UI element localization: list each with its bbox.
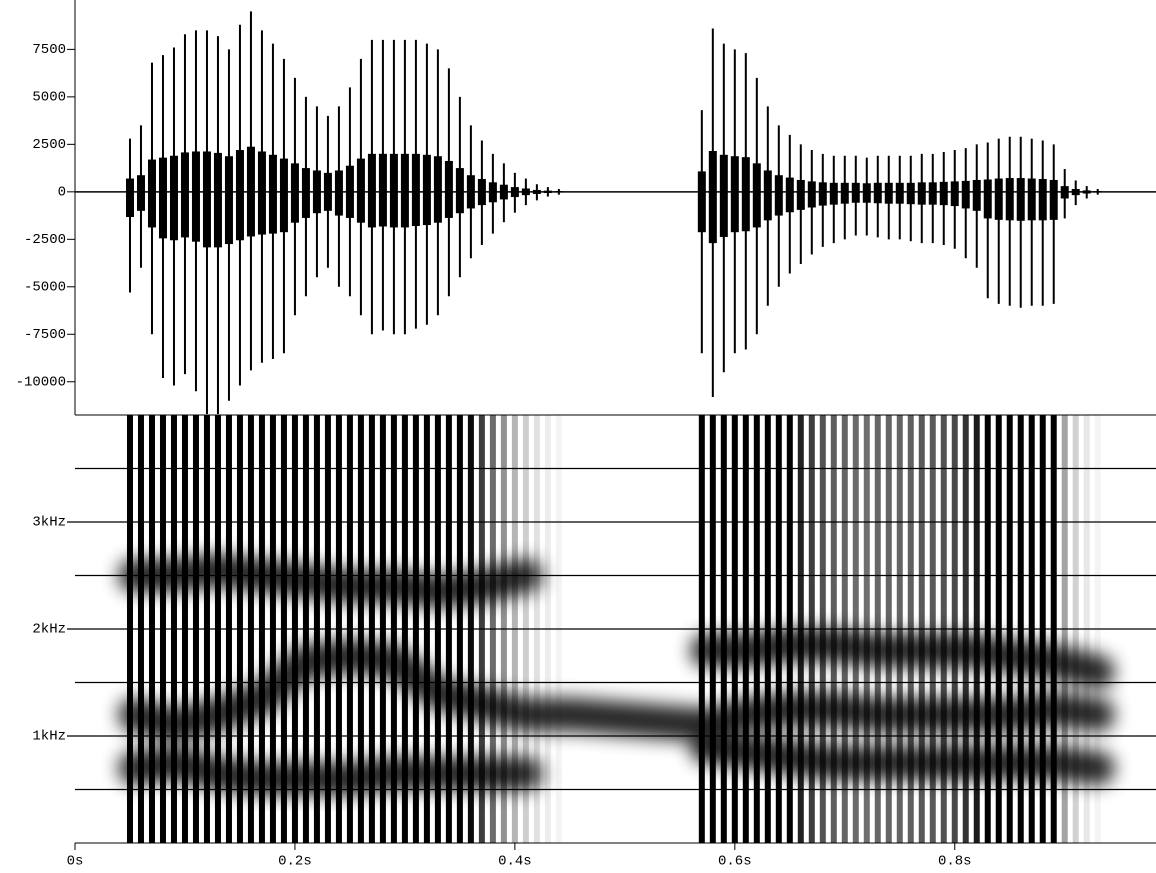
- y-tick-label: -5000: [24, 279, 66, 295]
- y-tick-label: -2500: [24, 232, 66, 248]
- x-tick-label: 0.8s: [938, 854, 972, 870]
- x-tick-label: 0.4s: [498, 854, 532, 870]
- y-tick-label: 0: [58, 185, 66, 201]
- y-tick-label: 3kHz: [32, 515, 66, 531]
- y-tick-label: 2kHz: [32, 622, 66, 638]
- formant-band: [135, 747, 1097, 779]
- y-tick-label: -10000: [16, 374, 66, 390]
- x-tick-label: 0.6s: [718, 854, 752, 870]
- y-tick-label: 5000: [32, 90, 66, 106]
- x-tick-label: 0s: [67, 854, 84, 870]
- chart: 7500 5000 2500 0 -2500 -5000 -7500 -10000 1kHz 2k…: [0, 0, 1156, 873]
- y-tick-label: 7500: [32, 42, 66, 58]
- y-tick-label: 2500: [32, 137, 66, 153]
- y-tick-label: -7500: [24, 327, 66, 343]
- y-tick-label: 1kHz: [32, 729, 66, 745]
- x-tick-label: 0.2s: [278, 854, 312, 870]
- page: 7500 5000 2500 0 -2500 -5000 -7500 -10000 1kHz 2k…: [0, 0, 1156, 873]
